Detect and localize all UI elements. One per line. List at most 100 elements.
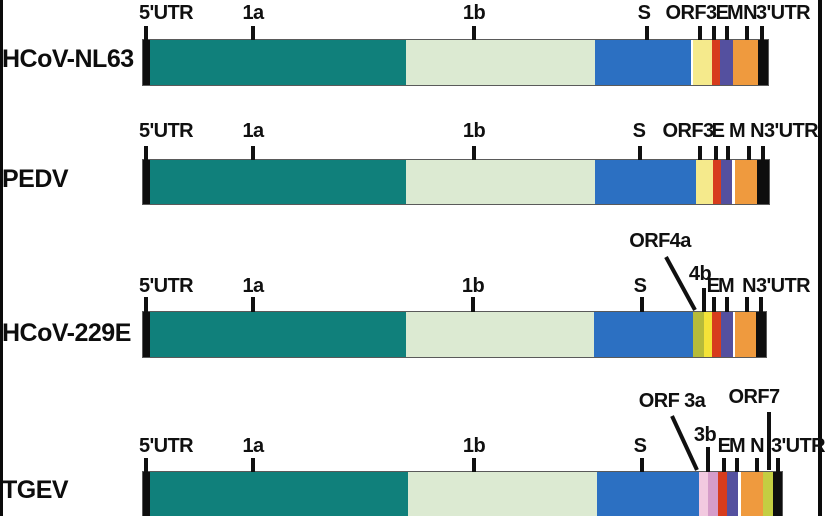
genome-bar-tgev (142, 471, 783, 516)
segment-1a-hcov-nl63 (150, 40, 406, 85)
tick-5utr-pedv (144, 146, 148, 160)
tick-1b-hcov-229e (471, 297, 475, 312)
segment-e-hcov-nl63 (712, 40, 720, 85)
label-e-hcov-229e: E (706, 275, 720, 297)
segment-1b-pedv (406, 160, 595, 204)
tick-s-hcov-229e (640, 297, 644, 312)
tick-1a-tgev (251, 458, 255, 472)
tick-1a-hcov-nl63 (251, 26, 255, 40)
label-5utr-tgev: 5'UTR (139, 435, 194, 457)
segment-e-tgev (718, 472, 727, 516)
segment-gap1-tgev (738, 472, 741, 516)
virus-label-tgev: TGEV (2, 476, 69, 504)
segment-3utr-tgev (773, 472, 782, 516)
tick-s-pedv (638, 146, 642, 160)
tick-1b-pedv (472, 146, 476, 160)
tick-5utr-tgev (144, 458, 148, 472)
tick-n-tgev (755, 458, 759, 472)
label-e-tgev: E (717, 435, 731, 457)
label-n-tgev: N (750, 435, 764, 457)
segment-1a-tgev (150, 472, 408, 516)
segment-3utr-hcov-nl63 (758, 40, 768, 85)
segment-3utr-hcov-229e (756, 312, 766, 357)
segment-gap1-hcov-229e (733, 312, 735, 357)
segment-orf3-pedv (696, 160, 713, 204)
label-3utr-hcov-nl63: 3'UTR (756, 2, 811, 24)
segment-m-hcov-nl63 (720, 40, 733, 85)
tick-3b-tgev (706, 447, 710, 472)
virus-label-pedv: PEDV (2, 165, 69, 193)
genome-bar-pedv (142, 159, 770, 205)
segment-3utr-pedv (757, 160, 769, 204)
label-orf7-tgev: ORF7 (728, 386, 781, 408)
label-1a-hcov-nl63: 1a (242, 2, 264, 24)
label-n-pedv: N (750, 120, 764, 142)
tick-3utr-tgev (776, 458, 780, 472)
segment-1a-hcov-229e (150, 312, 406, 357)
tick-e-hcov-nl63 (712, 26, 716, 40)
segment-s-tgev (597, 472, 699, 516)
label-m-pedv: M (728, 120, 746, 142)
label-1b-pedv: 1b (462, 120, 486, 142)
label-m-hcov-229e: M (717, 275, 735, 297)
label-orf3-pedv: ORF3 (662, 120, 715, 142)
tick-1a-pedv (251, 146, 255, 160)
segment-m-pedv (721, 160, 732, 204)
tick-1a-hcov-229e (251, 297, 255, 312)
label-n-hcov-229e: N (742, 275, 756, 297)
tick-e-tgev (722, 458, 726, 472)
label-3utr-hcov-229e: 3'UTR (756, 275, 811, 297)
tick-orf3-hcov-nl63 (698, 26, 702, 40)
segment-1b-hcov-229e (406, 312, 594, 357)
tick-n-hcov-229e (745, 297, 749, 312)
segment-n-hcov-229e (735, 312, 756, 357)
segment-n-tgev (741, 472, 763, 516)
label-e-pedv: E (711, 120, 725, 142)
label-1b-tgev: 1b (462, 435, 486, 457)
segment-m-tgev (727, 472, 738, 516)
segment-orf4b-hcov-229e (704, 312, 712, 357)
label-s-pedv: S (632, 120, 646, 142)
segment-gap1-hcov-nl63 (691, 40, 693, 85)
tick-s-tgev (640, 458, 644, 472)
tick-e-pedv (714, 146, 718, 160)
tick-s-hcov-nl63 (645, 26, 649, 40)
tick-5utr-hcov-nl63 (144, 26, 148, 40)
label-e-hcov-nl63: E (715, 2, 729, 24)
tick-3utr-hcov-229e (759, 297, 763, 312)
virus-label-hcov-nl63: HCoV-NL63 (2, 45, 134, 73)
label-s-hcov-229e: S (633, 275, 647, 297)
segment-1b-hcov-nl63 (406, 40, 595, 85)
segment-5utr-hcov-nl63 (143, 40, 150, 85)
label-orf3a-tgev: ORF 3a (638, 390, 706, 412)
label-3utr-pedv: 3'UTR (764, 120, 819, 142)
tick-m-hcov-229e (725, 297, 729, 312)
label-s-tgev: S (633, 435, 647, 457)
genome-bar-hcov-nl63 (142, 39, 769, 86)
segment-orf3-hcov-nl63 (693, 40, 712, 85)
tick-e-hcov-229e (712, 297, 716, 312)
tick-n-pedv (747, 146, 751, 160)
label-3b-tgev: 3b (693, 424, 717, 446)
figure-left-border (0, 0, 3, 516)
segment-n-pedv (735, 160, 757, 204)
label-1b-hcov-229e: 1b (461, 275, 485, 297)
genome-bar-hcov-229e (142, 311, 767, 358)
label-orf3-hcov-nl63: ORF3 (665, 2, 718, 24)
tick-m-tgev (735, 458, 739, 472)
tick-orf3-pedv (698, 146, 702, 160)
segment-n-hcov-nl63 (733, 40, 758, 85)
tick-5utr-hcov-229e (144, 297, 148, 312)
label-1a-tgev: 1a (242, 435, 264, 457)
segment-m-hcov-229e (721, 312, 733, 357)
segment-5utr-pedv (143, 160, 150, 204)
segment-5utr-tgev (143, 472, 150, 516)
segment-s-pedv (595, 160, 696, 204)
label-m-hcov-nl63: M (726, 2, 744, 24)
label-1b-hcov-nl63: 1b (462, 2, 486, 24)
segment-orf3a-tgev (699, 472, 708, 516)
label-3utr-tgev: 3'UTR (771, 435, 825, 457)
tick-m-pedv (726, 146, 730, 160)
segment-s-hcov-229e (594, 312, 693, 357)
label-s-hcov-nl63: S (637, 2, 651, 24)
